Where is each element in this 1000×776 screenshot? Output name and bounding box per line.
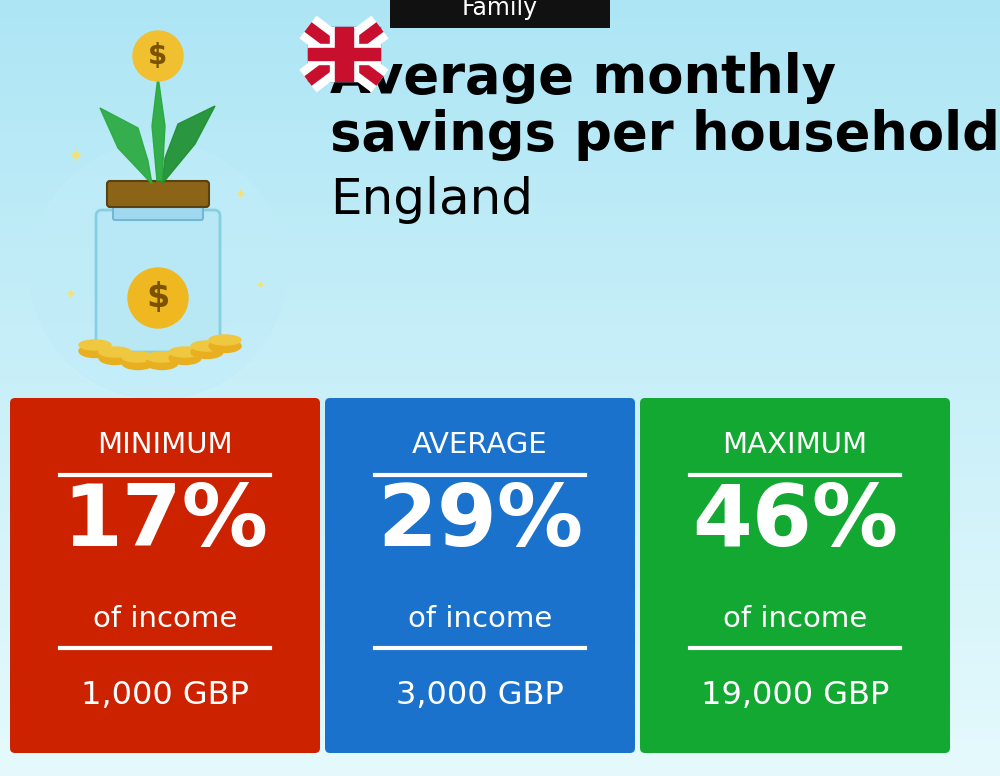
Text: MINIMUM: MINIMUM <box>97 431 233 459</box>
Ellipse shape <box>146 356 178 369</box>
Ellipse shape <box>191 341 223 351</box>
Text: England: England <box>330 176 533 224</box>
Text: 17%: 17% <box>62 481 268 564</box>
Circle shape <box>133 31 183 81</box>
Ellipse shape <box>169 347 201 357</box>
Text: MAXIMUM: MAXIMUM <box>722 431 868 459</box>
Ellipse shape <box>191 345 223 359</box>
FancyBboxPatch shape <box>10 398 320 753</box>
Text: savings per household in: savings per household in <box>330 109 1000 161</box>
Polygon shape <box>100 108 152 184</box>
Text: of income: of income <box>723 605 867 633</box>
FancyBboxPatch shape <box>96 210 220 352</box>
Bar <box>308 27 380 81</box>
Ellipse shape <box>79 340 111 350</box>
Polygon shape <box>152 76 165 181</box>
Ellipse shape <box>146 352 178 362</box>
Text: ✦: ✦ <box>234 189 246 203</box>
Polygon shape <box>162 106 215 184</box>
Text: 3,000 GBP: 3,000 GBP <box>396 681 564 712</box>
Ellipse shape <box>122 352 154 362</box>
Ellipse shape <box>99 347 131 357</box>
Ellipse shape <box>99 352 131 365</box>
Circle shape <box>128 268 188 328</box>
FancyBboxPatch shape <box>113 200 203 220</box>
Text: Average monthly: Average monthly <box>330 52 836 104</box>
Ellipse shape <box>79 345 111 358</box>
Bar <box>335 27 353 81</box>
FancyBboxPatch shape <box>107 181 209 207</box>
Bar <box>330 27 358 81</box>
Text: 19,000 GBP: 19,000 GBP <box>701 681 889 712</box>
FancyBboxPatch shape <box>640 398 950 753</box>
Circle shape <box>30 143 286 399</box>
Text: of income: of income <box>93 605 237 633</box>
FancyBboxPatch shape <box>390 0 610 28</box>
Text: 1,000 GBP: 1,000 GBP <box>81 681 249 712</box>
Text: ✦: ✦ <box>255 281 265 291</box>
Text: 46%: 46% <box>692 481 898 564</box>
Text: AVERAGE: AVERAGE <box>412 431 548 459</box>
Ellipse shape <box>169 352 201 365</box>
Text: of income: of income <box>408 605 552 633</box>
Text: $: $ <box>146 282 170 314</box>
Ellipse shape <box>122 356 154 369</box>
Text: $: $ <box>148 42 168 70</box>
Text: ✦: ✦ <box>64 289 76 303</box>
Ellipse shape <box>209 335 241 345</box>
Bar <box>308 47 380 61</box>
Text: 29%: 29% <box>377 481 583 564</box>
Text: Family: Family <box>462 0 538 20</box>
Text: ✦: ✦ <box>67 147 83 165</box>
Ellipse shape <box>209 340 241 352</box>
FancyBboxPatch shape <box>325 398 635 753</box>
Bar <box>308 43 380 64</box>
